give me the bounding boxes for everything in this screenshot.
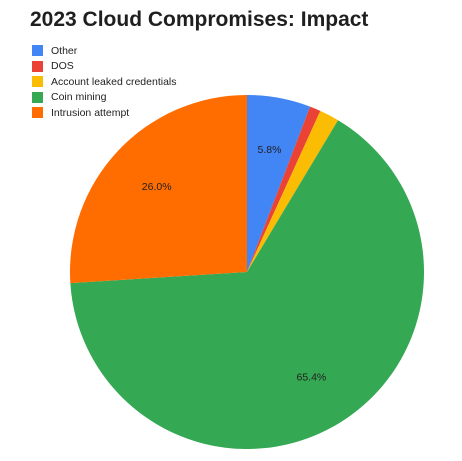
- legend-label-account-leaked-credentials: Account leaked credentials: [51, 75, 177, 88]
- legend-label-other: Other: [51, 44, 78, 57]
- legend-swatch-intrusion-attempt: [32, 107, 43, 118]
- legend-swatch-account-leaked-credentials: [32, 76, 43, 87]
- legend-item-intrusion-attempt: Intrusion attempt: [32, 105, 177, 120]
- slice-label-intrusion-attempt: 26.0%: [142, 181, 172, 193]
- chart-legend: Other DOS Account leaked credentials Coi…: [32, 43, 177, 121]
- chart-title: 2023 Cloud Compromises: Impact: [30, 8, 369, 31]
- legend-item-account-leaked-credentials: Account leaked credentials: [32, 74, 177, 89]
- pie-slice-dos: [247, 106, 321, 273]
- pie-slice-intrusion-attempt: [70, 95, 247, 284]
- pie-slice-other: [247, 95, 311, 272]
- pie-slice-account-leaked-credentials: [247, 110, 339, 272]
- slice-label-other: 5.8%: [258, 144, 282, 156]
- legend-label-coin-mining: Coin mining: [51, 91, 107, 103]
- pie-slice-labels: 5.8% 65.4% 26.0%: [142, 144, 326, 384]
- legend-item-coin-mining: Coin mining: [32, 90, 177, 105]
- slice-label-coin-mining: 65.4%: [297, 372, 327, 384]
- legend-swatch-coin-mining: [32, 91, 43, 103]
- legend-item-other: Other: [32, 43, 177, 58]
- pie-slice-coin-mining: [70, 120, 425, 450]
- legend-label-intrusion-attempt: Intrusion attempt: [51, 106, 130, 119]
- legend-swatch-other: [32, 45, 43, 56]
- pie-slices: [70, 95, 425, 450]
- legend-item-dos: DOS: [32, 59, 177, 74]
- legend-label-dos: DOS: [51, 60, 74, 72]
- legend-swatch-dos: [32, 60, 43, 72]
